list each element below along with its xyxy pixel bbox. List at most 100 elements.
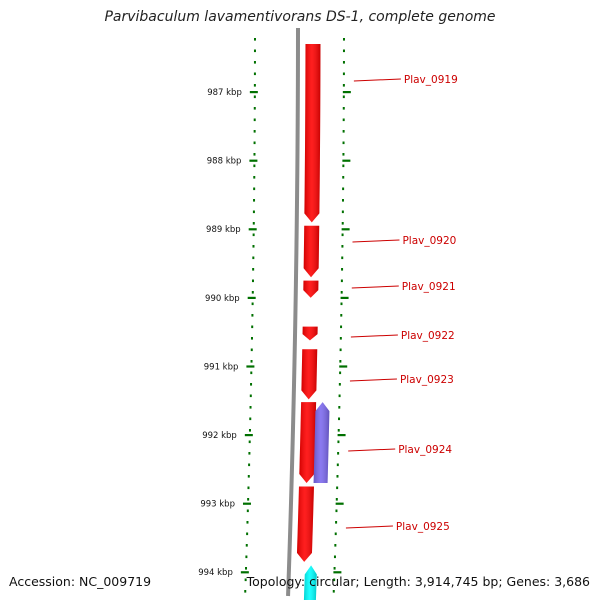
guide-dot xyxy=(337,440,340,444)
guide-dot xyxy=(333,578,336,582)
guide-dot xyxy=(253,107,256,110)
guide-dot xyxy=(342,130,345,133)
guide-dot xyxy=(338,417,341,421)
guide-dot xyxy=(250,383,253,386)
scale-tick xyxy=(246,365,255,368)
scale-ticks: 987 kbp 988 kbp 989 kbp 990 kbp 991 kbp 992 k… xyxy=(198,88,351,578)
guide-dot xyxy=(252,233,255,237)
guide-dot xyxy=(244,590,247,593)
reverse-gene-arrow-shading xyxy=(313,402,330,484)
guide-dot xyxy=(253,95,256,99)
gene-labels: Plav_0919 Plav_0920 Plav_0921 Plav_0922 Plav… xyxy=(345,74,458,533)
right-dotted-guide xyxy=(332,38,345,593)
guide-dot xyxy=(249,417,252,421)
guide-dot xyxy=(341,222,344,225)
guide-dot xyxy=(341,268,344,271)
gene-label-plav_0921[interactable]: Plav_0921 xyxy=(402,281,456,293)
guide-dot xyxy=(336,463,339,467)
guide-dot xyxy=(342,95,345,99)
gene-arrow-plav_0923-shading xyxy=(301,349,318,400)
guide-dot xyxy=(253,49,256,53)
scale-tick-right xyxy=(333,571,342,574)
scale-tick-right xyxy=(341,228,350,231)
gene-arrow-plav_0924-shading xyxy=(299,402,317,484)
guide-dot xyxy=(253,199,256,202)
gene-label-plav_0925[interactable]: Plav_0925 xyxy=(396,521,450,533)
gene-label-leader xyxy=(353,78,401,82)
scale-tick-right xyxy=(342,91,351,94)
forward-genes-track xyxy=(296,43,321,562)
guide-dot xyxy=(251,325,254,329)
scale-tick xyxy=(247,296,256,299)
gene-label-plav_0919[interactable]: Plav_0919 xyxy=(404,74,458,86)
guide-dot xyxy=(342,84,345,87)
guide-dot xyxy=(253,187,256,191)
gene-label-leader xyxy=(350,334,398,338)
scale-tick-label: 988 kbp xyxy=(207,157,242,167)
map-title: Parvibaculum lavamentivorans DS-1, compl… xyxy=(104,9,496,25)
guide-dot xyxy=(251,314,254,317)
gene-arrow-plav_0921-shading xyxy=(303,280,319,298)
guide-dot xyxy=(342,107,345,110)
guide-dot xyxy=(342,187,345,191)
guide-dot xyxy=(342,61,345,64)
guide-dot xyxy=(253,164,256,168)
scale-tick-label: 991 kbp xyxy=(204,362,239,372)
guide-dot xyxy=(247,486,250,490)
guide-dot xyxy=(338,383,341,386)
guide-dot xyxy=(253,118,256,122)
guide-dot xyxy=(252,222,255,225)
guide-dot xyxy=(248,440,251,444)
scale-tick-label: 987 kbp xyxy=(207,88,242,98)
guide-dot xyxy=(332,590,335,593)
guide-dot xyxy=(342,153,345,156)
scale-tick xyxy=(249,159,258,162)
guide-dot xyxy=(339,360,342,363)
guide-dot xyxy=(253,153,256,156)
guide-dot xyxy=(248,452,251,455)
guide-dot xyxy=(340,291,343,294)
gene-label-plav_0924[interactable]: Plav_0924 xyxy=(398,444,452,456)
guide-dot xyxy=(249,406,252,409)
scale-tick-right xyxy=(340,296,349,299)
guide-dot xyxy=(340,325,343,329)
gene-label-leader xyxy=(349,378,397,382)
guide-dot xyxy=(252,210,255,214)
guide-dot xyxy=(339,337,342,340)
guide-dot xyxy=(342,72,345,76)
guide-dot xyxy=(334,544,337,547)
guide-dot xyxy=(338,406,341,409)
guide-dot xyxy=(341,210,344,214)
guide-dot xyxy=(253,84,256,87)
gene-label-leader xyxy=(351,285,399,289)
guide-dot xyxy=(247,498,250,501)
scale-tick-label: 990 kbp xyxy=(205,294,240,304)
gene-label-plav_0920[interactable]: Plav_0920 xyxy=(402,235,456,247)
reverse-genes-track xyxy=(313,402,330,484)
gene-label-plav_0923[interactable]: Plav_0923 xyxy=(400,374,454,386)
guide-dot xyxy=(336,475,339,478)
gene-label-plav_0922[interactable]: Plav_0922 xyxy=(401,330,455,342)
guide-dot xyxy=(334,532,337,536)
guide-dot xyxy=(253,141,256,145)
scale-tick xyxy=(249,91,258,94)
guide-dot xyxy=(335,498,338,501)
guide-dot xyxy=(251,279,254,283)
guide-dot xyxy=(341,199,344,202)
guide-dot xyxy=(248,429,251,432)
guide-dot xyxy=(245,544,248,547)
scale-tick-right xyxy=(337,434,346,437)
guide-dot xyxy=(251,291,254,294)
guide-dot xyxy=(244,578,247,582)
guide-dot xyxy=(252,256,255,260)
guide-dot xyxy=(342,164,345,168)
guide-dot xyxy=(249,394,252,398)
guide-dot xyxy=(342,141,345,145)
guide-dot xyxy=(333,555,336,559)
guide-dot xyxy=(340,302,343,306)
guide-dot xyxy=(339,348,342,352)
guide-dot xyxy=(341,233,344,237)
guide-dot xyxy=(247,475,250,478)
